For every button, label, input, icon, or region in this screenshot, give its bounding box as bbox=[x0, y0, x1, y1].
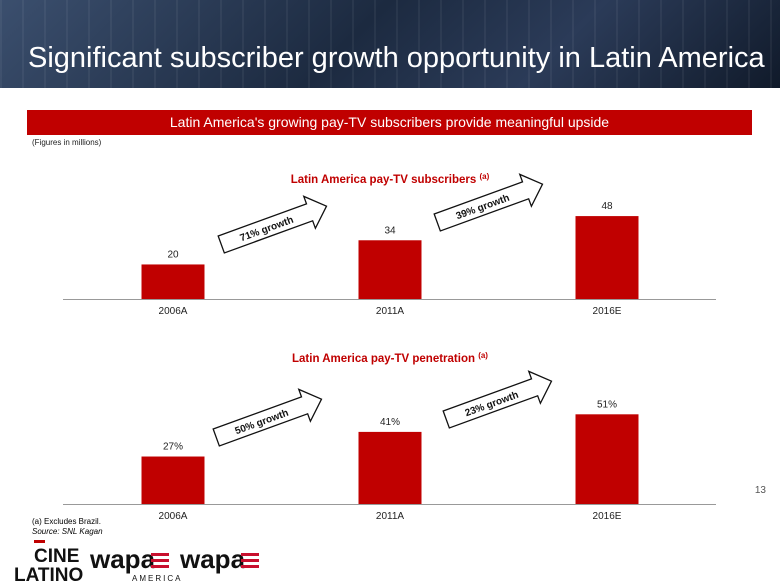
wapa-mark-2 bbox=[241, 559, 259, 562]
chart1-title-superscript: (a) bbox=[479, 172, 489, 181]
wapa-america-mark-2 bbox=[151, 559, 169, 562]
chart2-growth-arrow: 50% growth bbox=[212, 388, 323, 447]
chart1-x-tick-label: 2006A bbox=[159, 306, 188, 317]
title-header: Significant subscriber growth opportunit… bbox=[0, 0, 780, 88]
chart2-title: Latin America pay-TV penetration (a) bbox=[292, 351, 488, 365]
wapa-mark-1 bbox=[241, 553, 259, 556]
wapa-america-logo: wapa AMERICA bbox=[89, 544, 182, 583]
brand-logos: CINE LATINO wapa AMERICA wapa bbox=[14, 540, 259, 586]
wapa-america-mark-3 bbox=[151, 565, 169, 568]
chart2-value-label: 27% bbox=[163, 442, 183, 453]
chart2-growth-arrow: 23% growth bbox=[442, 370, 553, 429]
page-number: 13 bbox=[754, 485, 766, 496]
latino-logo-text: LATINO bbox=[14, 565, 83, 586]
header-background bbox=[0, 0, 780, 88]
chart1-value-label: 34 bbox=[384, 225, 396, 236]
wapa-america-word: wapa bbox=[89, 544, 156, 574]
chart1-growth-arrow-shape bbox=[217, 195, 328, 254]
wapa-america-mark-1 bbox=[151, 553, 169, 556]
chart2-value-label: 51% bbox=[597, 399, 617, 410]
subtitle-banner: Latin America's growing pay-TV subscribe… bbox=[27, 110, 752, 135]
chart2-x-tick-label: 2006A bbox=[159, 511, 188, 522]
cine-logo-text: CINE bbox=[34, 546, 79, 567]
chart1-value-label: 48 bbox=[601, 201, 613, 212]
chart1-x-tick-label: 2016E bbox=[593, 306, 622, 317]
wapa-logo: wapa bbox=[179, 544, 259, 574]
chart2-x-tick-label: 2016E bbox=[593, 511, 622, 522]
chart1-x-tick-label: 2011A bbox=[376, 306, 405, 317]
chart2-bar-2011A bbox=[358, 431, 422, 504]
chart2-bar-2006A bbox=[141, 456, 205, 504]
chart2-value-label: 41% bbox=[380, 417, 400, 428]
chart1-bar-2006A bbox=[141, 264, 205, 299]
chart2-x-tick-label: 2011A bbox=[376, 511, 405, 522]
chart2-title-text: Latin America pay-TV penetration bbox=[292, 353, 478, 365]
chart1-growth-arrow-shape bbox=[433, 173, 544, 232]
footnote: (a) Excludes Brazil. bbox=[32, 517, 101, 526]
cine-logo-accent bbox=[34, 540, 45, 543]
wapa-america-sub: AMERICA bbox=[132, 574, 182, 583]
page-title: Significant subscriber growth opportunit… bbox=[28, 42, 765, 74]
chart1-value-label: 20 bbox=[167, 249, 179, 260]
wapa-mark-3 bbox=[241, 565, 259, 568]
chart1-bar-2011A bbox=[358, 240, 422, 299]
units-note: (Figures in millions) bbox=[32, 138, 102, 147]
chart1-bar-2016E bbox=[575, 216, 639, 299]
chart1-title: Latin America pay-TV subscribers (a) bbox=[291, 172, 490, 186]
cine-latino-logo: CINE LATINO bbox=[14, 540, 83, 586]
chart1-growth-arrow: 71% growth bbox=[217, 195, 328, 254]
chart2-title-superscript: (a) bbox=[478, 351, 488, 360]
chart2-growth-arrow-shape bbox=[212, 388, 323, 447]
chart2-bar-2016E bbox=[575, 414, 639, 504]
wapa-word: wapa bbox=[179, 544, 246, 574]
chart2-growth-arrow-shape bbox=[442, 370, 553, 429]
chart1-title-text: Latin America pay-TV subscribers bbox=[291, 174, 480, 186]
source-note: Source: SNL Kagan bbox=[32, 527, 103, 536]
